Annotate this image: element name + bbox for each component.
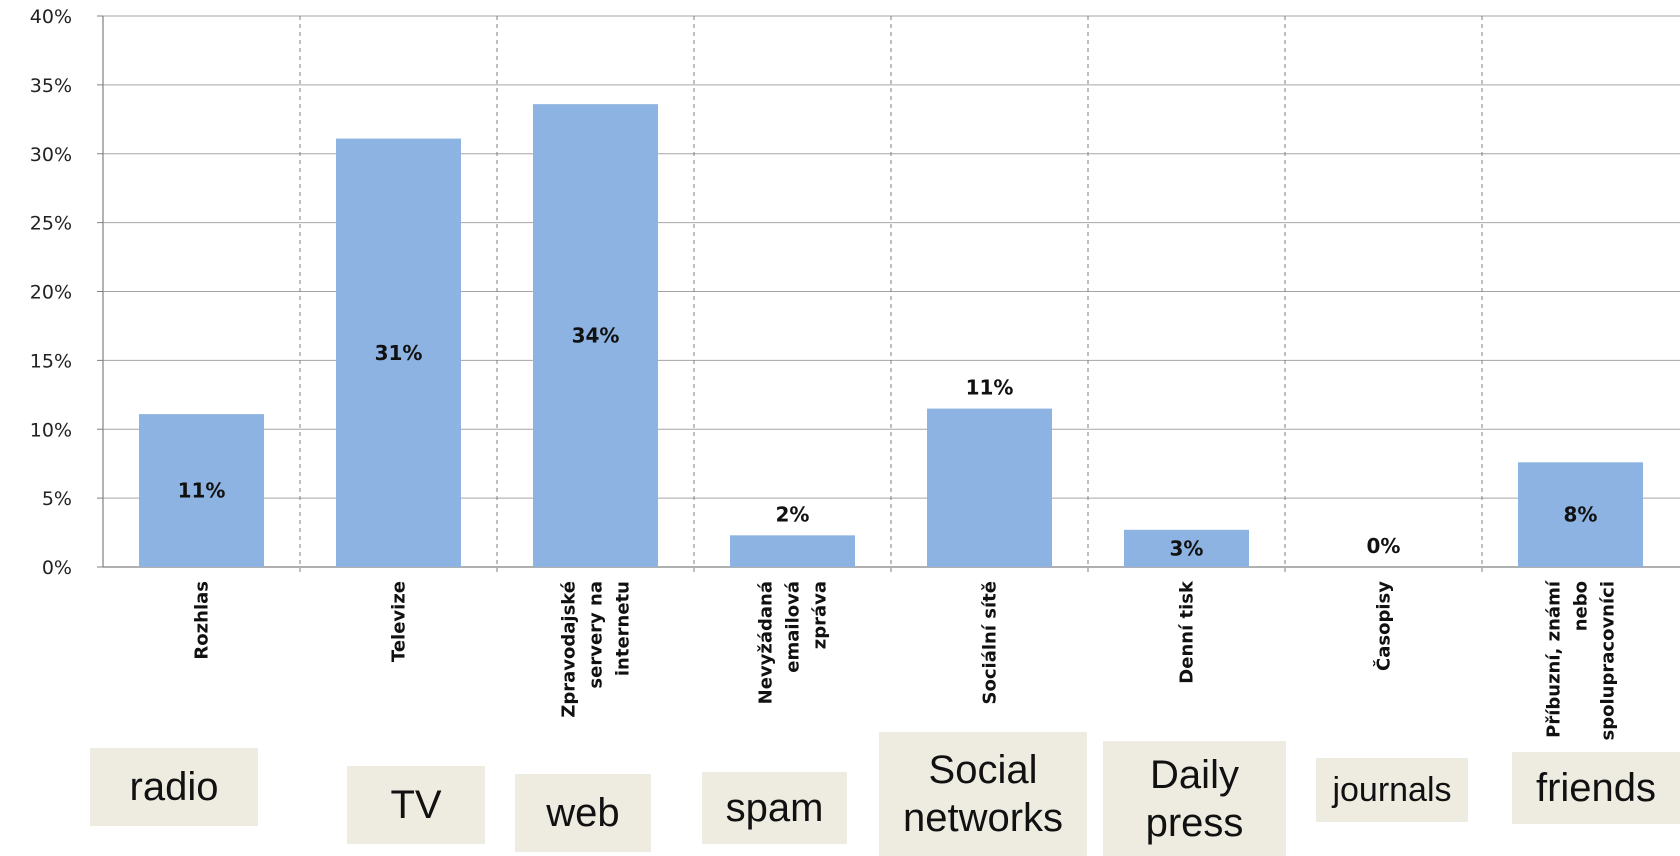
category-label-line: Sociální sítě (980, 581, 1001, 704)
bar (533, 104, 658, 567)
english-label-text: web (546, 791, 620, 835)
y-tick-label: 35% (30, 75, 72, 97)
english-label-text: journals (1332, 770, 1452, 809)
category-label-line: Nevyžádaná (756, 581, 777, 704)
data-label: 34% (572, 324, 620, 348)
category-label-line: Rozhlas (192, 581, 213, 660)
y-tick-label: 5% (42, 488, 72, 510)
category-label-line: Televize (389, 581, 410, 662)
category-label-line: Časopisy (1373, 581, 1395, 671)
category-label: Sociální sítě (980, 581, 1001, 704)
y-tick-label: 15% (30, 350, 72, 372)
english-label-text: radio (129, 765, 219, 809)
english-label-text: friends (1535, 766, 1657, 810)
category-label-line: nebo (1571, 581, 1592, 631)
english-label-text: spam (725, 786, 824, 830)
y-tick-label: 25% (30, 213, 72, 235)
data-label: 11% (966, 376, 1014, 400)
category-label: Rozhlas (192, 581, 213, 660)
english-label: web (515, 774, 651, 852)
category-label-line: emailová (783, 581, 804, 673)
english-label: radio (90, 748, 258, 826)
y-tick-label: 10% (30, 419, 72, 441)
bar (139, 414, 264, 567)
grid-layer (97, 15, 1680, 575)
category-label: Nevyžádaná emailová zpráva (756, 581, 831, 704)
category-label: Časopisy (1373, 581, 1395, 671)
y-tick-label: 40% (30, 6, 72, 28)
bar (927, 408, 1052, 567)
category-labels: Rozhlas Televize Zpravodajské servery na int… (192, 580, 1619, 740)
bar (336, 138, 461, 567)
english-label: TV (347, 766, 485, 844)
category-label-line: servery na (586, 581, 607, 689)
category-label-line: zpráva (810, 581, 831, 649)
category-label-line: Příbuzní, známí (1544, 580, 1565, 738)
data-label: 3% (1170, 536, 1204, 560)
data-label: 2% (776, 502, 810, 526)
bar (1518, 462, 1643, 567)
category-label-line: Denní tisk (1177, 580, 1198, 684)
y-axis-labels: 0% 5% 10% 15% 20% 25% 30% 35% 40% (30, 6, 72, 579)
english-label-text: Daily press (1145, 752, 1244, 845)
category-label-line: Zpravodajské (559, 581, 580, 718)
category-label: Zpravodajské servery na internetu (559, 581, 634, 718)
y-tick-label: 20% (30, 282, 72, 304)
english-label: journals (1316, 758, 1468, 822)
data-labels: 11% 31% 34% 2% 11% 3% 0% 8% (178, 324, 1598, 561)
english-label: Social networks (879, 732, 1087, 856)
bar (730, 535, 855, 567)
data-label: 11% (178, 479, 226, 503)
english-label: Daily press (1103, 741, 1286, 856)
data-label: 8% (1564, 503, 1598, 527)
y-tick-label: 30% (30, 144, 72, 166)
data-label: 0% (1367, 534, 1401, 558)
category-label: Denní tisk (1177, 580, 1198, 684)
category-label-line: internetu (613, 581, 634, 676)
bar (1124, 529, 1249, 567)
english-label-text: Social networks (902, 748, 1064, 840)
english-label: spam (702, 772, 847, 844)
bars-layer (139, 104, 1643, 567)
english-label-text: TV (390, 783, 442, 827)
english-label: friends (1512, 752, 1680, 824)
data-label: 31% (375, 341, 423, 365)
y-tick-label: 0% (42, 557, 72, 579)
category-label-line: spolupracovníci (1598, 581, 1619, 740)
category-label: Televize (389, 581, 410, 662)
category-label: Příbuzní, známí nebo spolupracovníci (1544, 580, 1619, 740)
